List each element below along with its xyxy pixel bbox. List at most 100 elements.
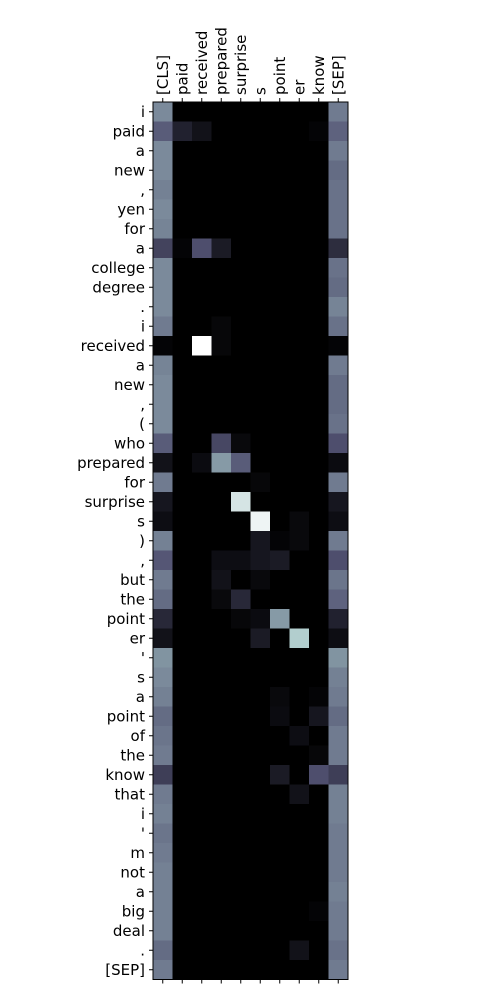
heatmap-cell — [153, 745, 173, 766]
heatmap-cell — [328, 394, 349, 415]
y-tick-label: yen — [117, 200, 145, 218]
heatmap-cell — [250, 394, 271, 415]
y-tick-label: the — [120, 590, 145, 608]
heatmap-cell — [153, 960, 173, 980]
heatmap-cell — [250, 414, 271, 434]
heatmap-cell — [192, 336, 212, 356]
heatmap-cell — [309, 921, 329, 941]
heatmap-cell — [250, 219, 271, 239]
heatmap-cell — [270, 823, 290, 844]
heatmap-cell — [231, 667, 251, 688]
heatmap-cell — [309, 862, 329, 883]
heatmap-cell — [289, 394, 310, 415]
heatmap-cell — [231, 901, 251, 922]
heatmap-cell — [270, 804, 290, 824]
heatmap-cell — [270, 219, 290, 239]
heatmap-cell — [328, 862, 349, 883]
heatmap-cell — [231, 492, 251, 512]
heatmap-cell — [153, 102, 173, 122]
heatmap-cell — [192, 258, 212, 278]
heatmap-cell — [231, 414, 251, 434]
heatmap-cell — [153, 609, 173, 629]
heatmap-cell — [250, 784, 271, 805]
heatmap-cell — [231, 862, 251, 883]
heatmap-cell — [231, 355, 251, 376]
heatmap-cell — [153, 628, 173, 649]
heatmap-cell — [328, 492, 349, 512]
heatmap-cell — [270, 414, 290, 434]
y-tick-label: , — [140, 181, 145, 199]
heatmap-cell — [231, 433, 251, 454]
heatmap-cell — [328, 414, 349, 434]
heatmap-cell — [270, 180, 290, 200]
heatmap-cell — [153, 453, 173, 473]
heatmap-cell — [289, 160, 310, 181]
heatmap-cell — [289, 628, 310, 649]
heatmap-cell — [211, 921, 232, 941]
heatmap-cell — [172, 238, 193, 259]
heatmap-cell — [270, 277, 290, 298]
heatmap-cell — [270, 355, 290, 376]
heatmap-cell — [270, 336, 290, 356]
heatmap-cell — [211, 511, 232, 532]
heatmap-cell — [172, 628, 193, 649]
x-tick-label: surprise — [232, 35, 250, 95]
heatmap-cell — [250, 648, 271, 668]
heatmap-cell — [211, 882, 232, 902]
heatmap-cell — [153, 901, 173, 922]
heatmap-cell — [250, 316, 271, 337]
heatmap-cell — [231, 141, 251, 161]
heatmap-cell — [270, 609, 290, 629]
heatmap-cell — [289, 336, 310, 356]
heatmap-cell — [231, 219, 251, 239]
y-tick-label: deal — [113, 922, 145, 940]
heatmap-cell — [328, 160, 349, 181]
x-tick-label: received — [193, 31, 211, 95]
heatmap-cell — [250, 823, 271, 844]
heatmap-cell — [328, 765, 349, 785]
heatmap-cell — [250, 433, 271, 454]
heatmap-cell — [289, 726, 310, 746]
heatmap-cell — [231, 706, 251, 727]
heatmap-cell — [192, 472, 212, 493]
heatmap-cell — [250, 375, 271, 395]
heatmap-cell — [270, 745, 290, 766]
heatmap-cell — [250, 706, 271, 727]
heatmap-cell — [211, 726, 232, 746]
heatmap-cell — [289, 531, 310, 551]
heatmap-cell — [172, 141, 193, 161]
heatmap-cell — [289, 843, 310, 863]
heatmap-cell — [192, 277, 212, 298]
heatmap-cell — [231, 160, 251, 181]
heatmap-cell — [192, 726, 212, 746]
heatmap-cell — [328, 550, 349, 571]
heatmap-cell — [270, 550, 290, 571]
heatmap-cell — [328, 141, 349, 161]
heatmap-cell — [211, 180, 232, 200]
heatmap-cell — [211, 901, 232, 922]
heatmap-cell — [328, 784, 349, 805]
heatmap-cell — [172, 745, 193, 766]
heatmap-cell — [172, 316, 193, 337]
heatmap-cell — [270, 901, 290, 922]
heatmap-cell — [231, 960, 251, 980]
heatmap-cell — [192, 960, 212, 980]
heatmap-cell — [211, 570, 232, 590]
heatmap-cell — [289, 667, 310, 688]
heatmap-cell — [328, 843, 349, 863]
heatmap-cell — [309, 297, 329, 317]
heatmap-cell — [250, 609, 271, 629]
y-tick-label: a — [136, 883, 145, 901]
heatmap-cell — [309, 492, 329, 512]
heatmap-cell — [309, 414, 329, 434]
heatmap-cell — [328, 745, 349, 766]
heatmap-cell — [250, 297, 271, 317]
heatmap-cell — [211, 394, 232, 415]
heatmap-cell — [153, 843, 173, 863]
heatmap-cell — [289, 804, 310, 824]
heatmap-cell — [309, 882, 329, 902]
heatmap-cell — [211, 843, 232, 863]
heatmap-cell — [328, 238, 349, 259]
heatmap-cell — [250, 550, 271, 571]
